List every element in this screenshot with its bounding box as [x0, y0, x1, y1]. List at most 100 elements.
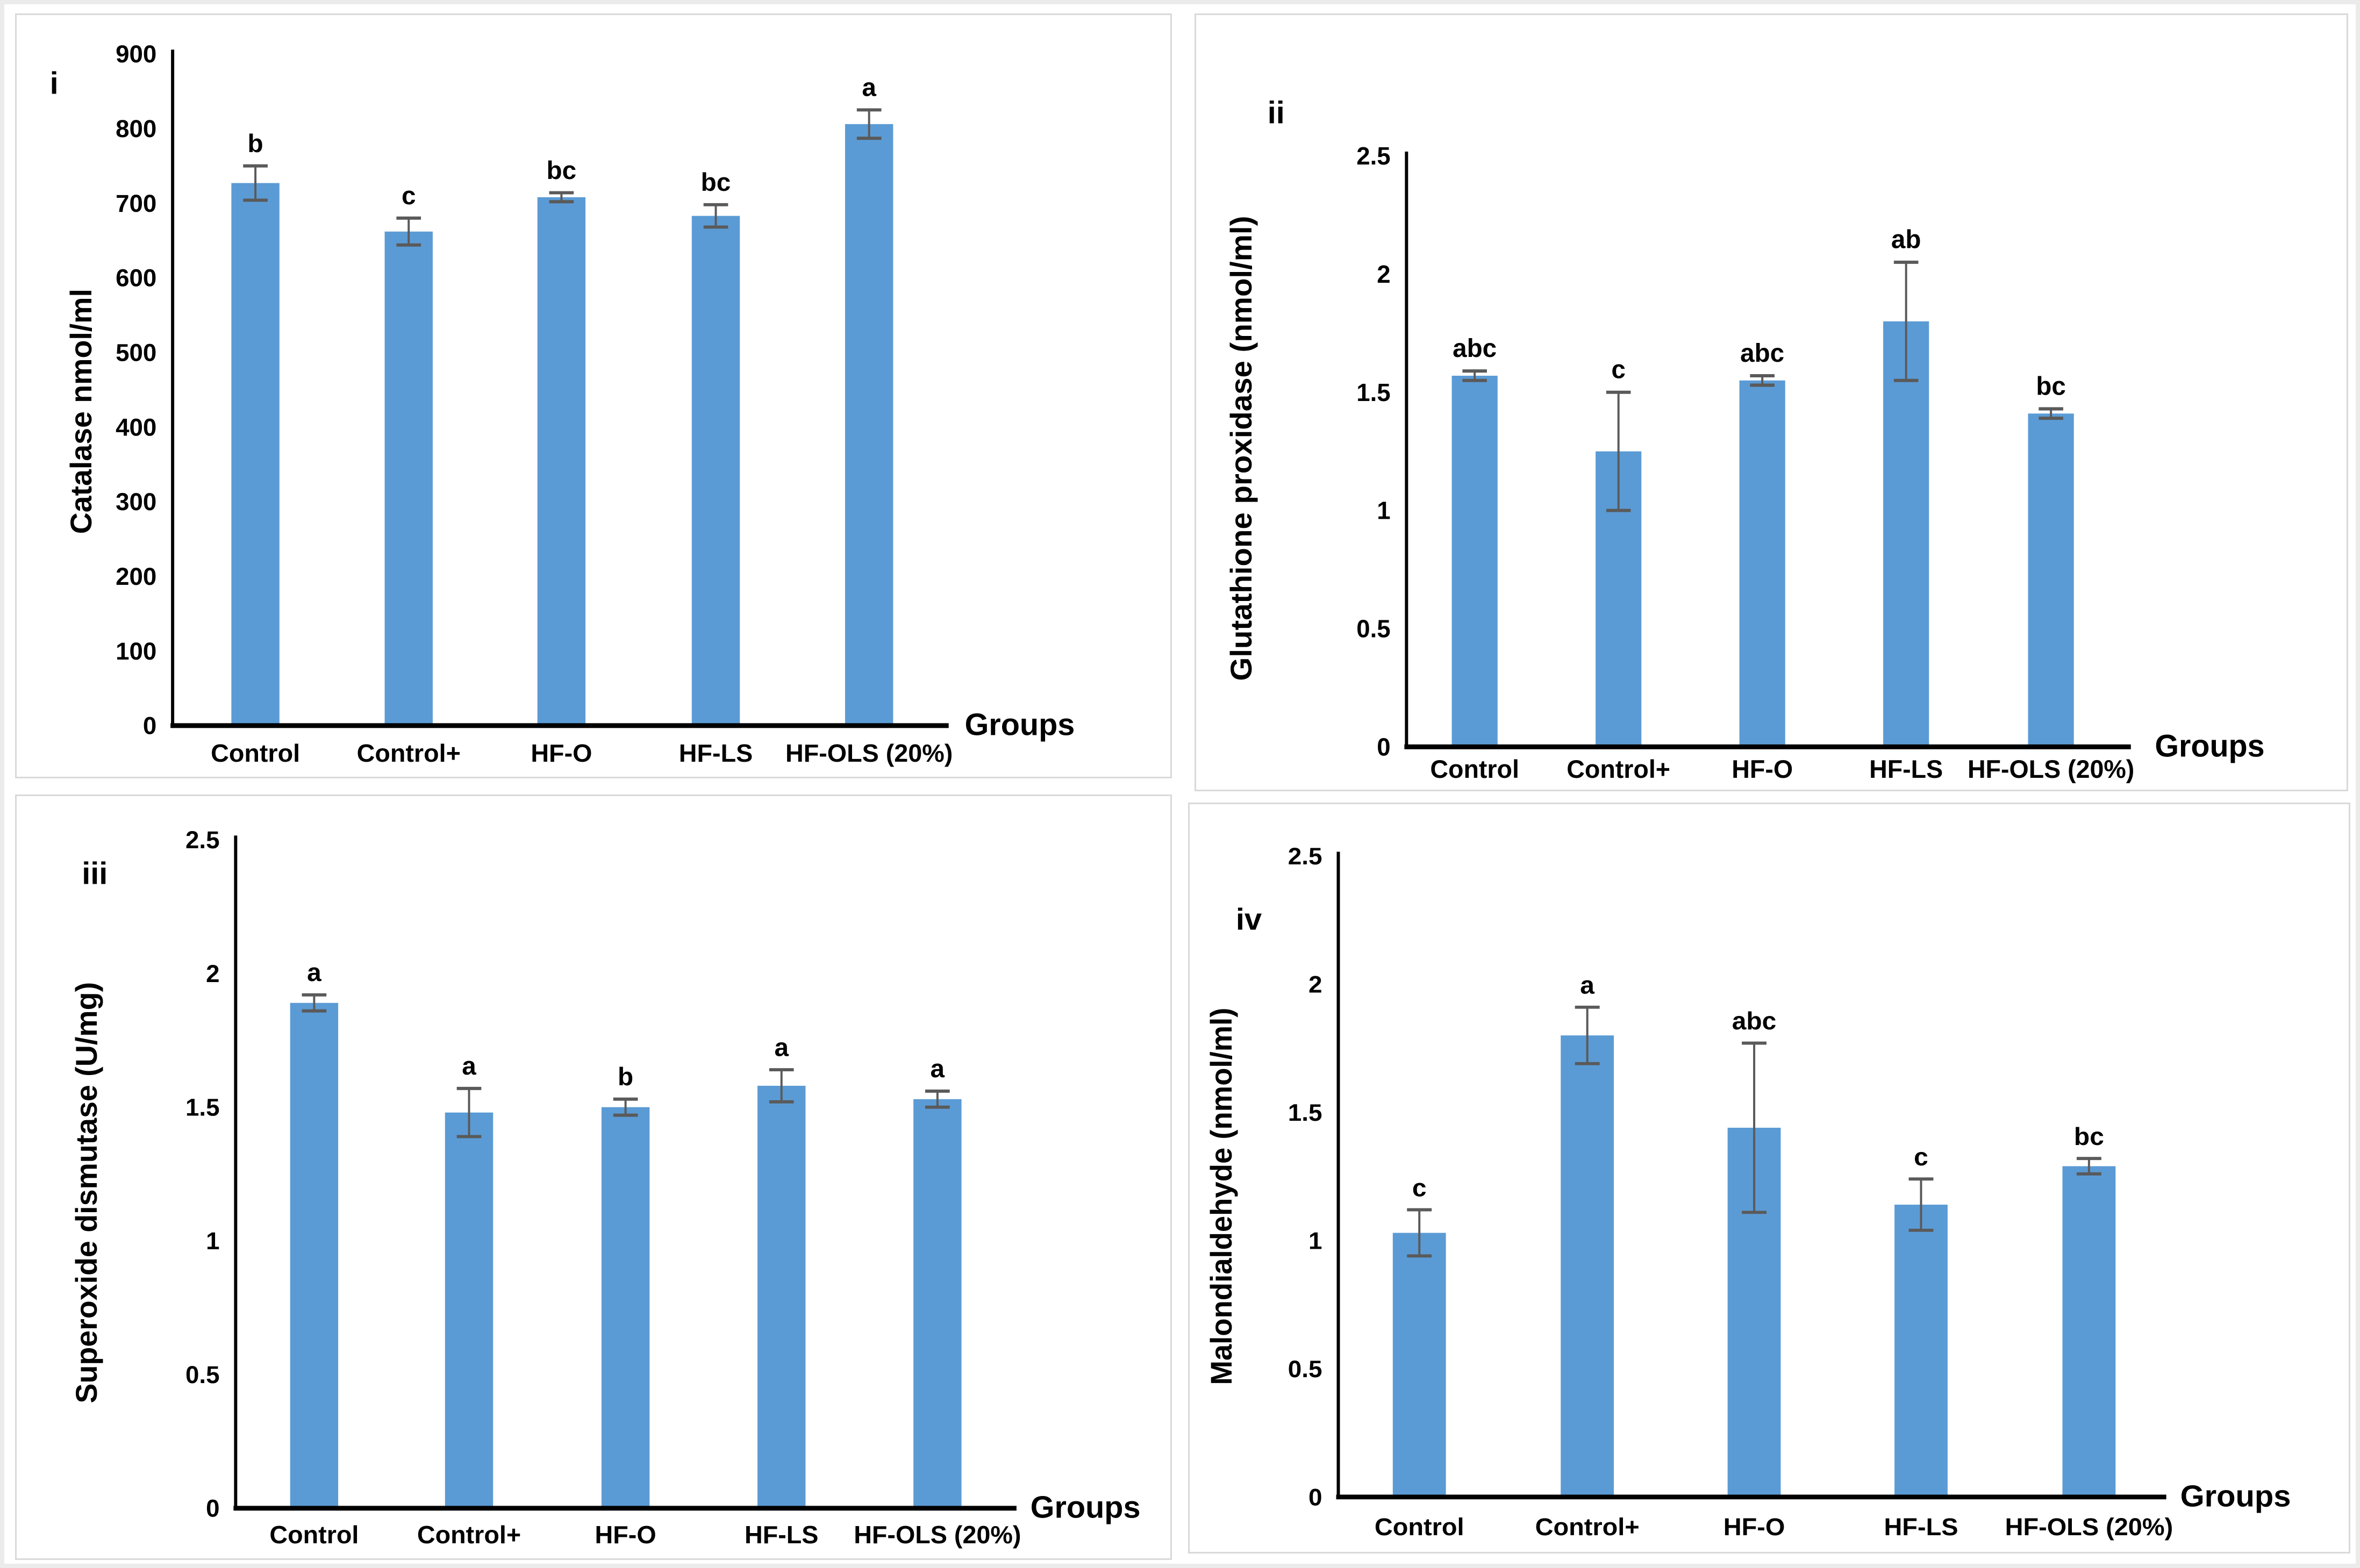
y-tick-label: 0.5: [1288, 1355, 1322, 1382]
x-category-label: HF-O: [1723, 1513, 1785, 1540]
significance-letter: bc: [2036, 372, 2065, 400]
x-category-label: HF-O: [531, 739, 592, 767]
y-tick-label: 1: [1308, 1227, 1322, 1254]
significance-letter: bc: [701, 168, 731, 197]
significance-letter: c: [1914, 1143, 1928, 1171]
significance-letter: c: [1412, 1174, 1427, 1202]
x-category-label: Control+: [1567, 754, 1670, 783]
bar-HF-OLS (20%): [2062, 1166, 2116, 1497]
significance-letter: bc: [547, 156, 577, 185]
chart-ii: ii 0 0.5 1 1.5 2 2.5 Glutathione proxidase (nmo…: [1224, 96, 2264, 783]
y-tick-label: 800: [116, 115, 156, 142]
y-tick-label: 600: [116, 264, 156, 292]
y-axis-title: Glutathione proxidase (nmol/ml): [1224, 216, 1257, 681]
y-tick-label: 700: [116, 190, 156, 217]
y-tick-label: 0: [206, 1495, 219, 1522]
x-axis-title-groups: Groups: [2155, 729, 2264, 764]
x-category-label: Control+: [417, 1521, 521, 1549]
x-axis-title-groups: Groups: [964, 708, 1075, 742]
x-category-label: HF-LS: [745, 1521, 818, 1549]
x-category-label: HF-O: [595, 1521, 656, 1549]
y-tick-label: 200: [116, 563, 156, 590]
x-category-label: Control: [211, 739, 300, 767]
y-tick-label: 0: [1377, 733, 1390, 761]
significance-letter: b: [618, 1063, 633, 1091]
x-axis-title-groups: Groups: [1031, 1491, 1141, 1525]
y-tick-label: 2.5: [1288, 842, 1322, 869]
x-category-label: HF-LS: [679, 739, 753, 767]
bar-HF-LS: [1883, 321, 1929, 747]
y-tick-label: 2.5: [1356, 142, 1390, 170]
y-tick-label: 100: [116, 638, 156, 665]
bar-Control: [1392, 1233, 1446, 1497]
panel-label: i: [50, 67, 59, 101]
bar-HF-OLS (20%): [913, 1099, 962, 1508]
bar-Control+: [445, 1112, 494, 1508]
y-tick-label: 2: [206, 960, 219, 987]
bar-HF-O: [601, 1107, 650, 1508]
bar-HF-O: [1739, 380, 1785, 747]
x-category-label: Control: [1375, 1513, 1464, 1540]
y-tick-label: 0: [1308, 1484, 1322, 1510]
bar-HF-LS: [691, 216, 740, 726]
significance-letter: abc: [1453, 334, 1497, 363]
bar-HF-LS: [757, 1085, 806, 1508]
x-category-label: Control: [1430, 754, 1519, 783]
y-tick-label: 0: [143, 712, 156, 740]
panel-iii-superoxide-dismutase: iii 0 0.5 1 1.5 2 2.5 Superoxide dismutase (U/m…: [15, 794, 1172, 1560]
significance-letter: ab: [1891, 225, 1921, 254]
chart-iv: iv 0 0.5 1 1.5 2 2.5 Malondialdehyde (nmol/ml) c…: [1204, 842, 2291, 1540]
chart-i: i 0 100 200 300 400 500 600 700 800 900 Catalase nm…: [50, 40, 1075, 767]
panel-ii-glutathione-proxidase: ii 0 0.5 1 1.5 2 2.5 Glutathione proxidase (nmo…: [1195, 13, 2348, 791]
bar-HF-OLS (20%): [845, 124, 893, 726]
significance-letter: a: [307, 958, 321, 987]
significance-letter: a: [1580, 971, 1594, 999]
significance-letter: a: [774, 1033, 789, 1062]
y-tick-label: 900: [116, 40, 156, 68]
x-axis-title-groups: Groups: [2180, 1479, 2291, 1513]
significance-letter: bc: [2074, 1122, 2104, 1150]
panel-label: iii: [82, 857, 108, 891]
y-tick-label: 1.5: [185, 1094, 220, 1121]
bar-Control: [231, 183, 280, 726]
bar-Control+: [384, 231, 433, 726]
significance-letter: a: [862, 74, 876, 102]
y-tick-label: 2: [1308, 971, 1322, 998]
x-category-label: HF-OLS (20%): [854, 1521, 1021, 1549]
significance-letter: c: [1611, 355, 1625, 384]
x-category-label: Control+: [357, 739, 461, 767]
y-tick-label: 400: [116, 413, 156, 441]
bar-Control+: [1561, 1035, 1614, 1497]
x-category-label: HF-LS: [1869, 754, 1943, 783]
x-category-label: Control: [269, 1521, 359, 1549]
y-tick-label: 1.5: [1288, 1099, 1322, 1126]
chart-iii: iii 0 0.5 1 1.5 2 2.5 Superoxide dismutase (U/m…: [70, 826, 1141, 1549]
significance-letter: c: [402, 182, 416, 210]
y-tick-label: 300: [116, 488, 156, 515]
bar-Control: [290, 1003, 339, 1508]
panel-i-catalase: i 0 100 200 300 400 500 600 700 800 900 Catalase nm…: [15, 13, 1172, 778]
x-category-label: Control+: [1535, 1513, 1640, 1540]
x-category-label: HF-OLS (20%): [2005, 1513, 2173, 1540]
y-tick-label: 0.5: [1356, 614, 1390, 642]
panel-label: iv: [1236, 903, 1262, 936]
panel-label: ii: [1268, 96, 1285, 131]
y-tick-label: 1.5: [1356, 378, 1390, 406]
y-tick-label: 1: [206, 1227, 219, 1255]
y-tick-label: 2.5: [185, 826, 220, 854]
y-axis-title: Catalase nmol/ml: [65, 289, 98, 534]
bar-Control: [1451, 375, 1498, 747]
panel-iv-malondialdehyde: iv 0 0.5 1 1.5 2 2.5 Malondialdehyde (nmol/ml) c…: [1188, 803, 2350, 1553]
significance-letter: a: [462, 1052, 476, 1080]
x-category-label: HF-OLS (20%): [1968, 754, 2134, 783]
y-tick-label: 0.5: [185, 1361, 220, 1388]
y-axis-title: Malondialdehyde (nmol/ml): [1204, 1008, 1238, 1385]
x-category-label: HF-LS: [1884, 1513, 1958, 1540]
y-tick-label: 1: [1377, 496, 1390, 524]
bar-HF-LS: [1894, 1205, 1948, 1497]
bar-HF-OLS (20%): [2028, 413, 2074, 747]
y-axis-title: Superoxide dismutase (U/mg): [70, 982, 103, 1404]
significance-letter: a: [931, 1055, 945, 1083]
significance-letter: b: [248, 130, 263, 158]
significance-letter: abc: [1732, 1007, 1777, 1035]
